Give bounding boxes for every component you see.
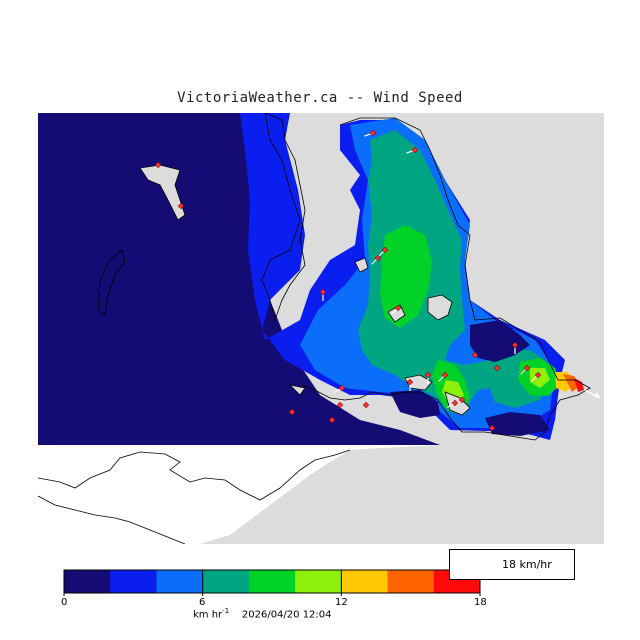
weather-station-marker[interactable] (520, 364, 531, 375)
station-dot (177, 202, 185, 210)
weather-station-marker[interactable] (406, 378, 414, 391)
colorbar-segment (295, 570, 342, 593)
weather-station-marker[interactable] (391, 304, 402, 315)
weather-station-marker[interactable] (378, 246, 389, 257)
station-dot (523, 364, 531, 372)
wind-zone-6-8 (358, 130, 548, 415)
southern-coastline-2 (38, 495, 186, 544)
weather-station-marker[interactable] (531, 371, 542, 382)
station-dot (424, 371, 432, 379)
units-timestamp: km hr-1 2026/04/20 12:04 (193, 607, 332, 620)
island-coastline (261, 113, 306, 322)
wind-zone-0-2 (38, 113, 440, 445)
station-dot (411, 146, 419, 154)
weather-station-marker[interactable] (406, 146, 419, 154)
units-label: km hr (193, 609, 223, 621)
station-dot (406, 378, 414, 386)
weather-station-marker[interactable] (424, 371, 432, 384)
wind-zone-8-10-central (380, 225, 432, 328)
peninsula-coastline (301, 117, 591, 441)
weather-station-marker[interactable] (438, 371, 449, 382)
station-dot (488, 424, 496, 432)
island-central (427, 294, 453, 321)
station-dot (338, 384, 346, 392)
colorbar-segment (202, 570, 250, 593)
weather-station-marker[interactable] (288, 408, 296, 416)
station-dot (288, 408, 296, 416)
colorbar-tick-0: 0 (61, 597, 68, 608)
weather-station-marker[interactable] (177, 202, 185, 210)
wind-zone-0-2-south (390, 390, 440, 418)
small-island-1 (354, 257, 369, 273)
units-exponent: -1 (222, 607, 230, 615)
station-dot (493, 364, 501, 372)
weather-station-marker[interactable] (319, 288, 327, 301)
colorbar-tick-18: 18 (474, 597, 487, 608)
wind-legend: 18 km/hr (449, 549, 575, 580)
weather-station-marker[interactable] (362, 401, 370, 409)
island-north (139, 164, 186, 221)
station-dot (381, 246, 389, 254)
timestamp-gap (229, 609, 242, 620)
weather-station-marker[interactable] (336, 401, 344, 409)
weather-station-marker[interactable] (471, 351, 479, 359)
weather-station-marker[interactable] (511, 341, 519, 354)
station-dot (319, 288, 327, 296)
colorbar-segment (248, 570, 296, 593)
station-dot (374, 254, 382, 262)
small-island-3 (288, 384, 306, 396)
colorbar (63, 569, 481, 596)
southern-coastline (38, 449, 351, 501)
weather-station-marker[interactable] (364, 129, 377, 137)
weather-station-marker[interactable] (371, 254, 382, 265)
colorbar-segment (156, 570, 204, 593)
station-dot (534, 371, 542, 379)
weather-stations (154, 129, 542, 432)
wind-zone-16-18 (574, 378, 584, 392)
colorbar-segment (341, 570, 389, 593)
station-dot (328, 416, 336, 424)
map-title: VictoriaWeather.ca -- Wind Speed (177, 90, 463, 106)
station-dot (362, 401, 370, 409)
legend-speed-label: 18 km/hr (502, 558, 552, 571)
station-dot (154, 161, 162, 169)
station-dot (441, 371, 449, 379)
timestamp: 2026/04/20 12:04 (241, 609, 332, 621)
colorbar-tick-12: 12 (335, 597, 348, 608)
unmasked-area (38, 445, 440, 544)
weather-station-marker[interactable] (333, 384, 346, 394)
colorbar-segment (64, 570, 111, 593)
station-dot (458, 396, 466, 404)
wind-arrow-east-head (594, 392, 600, 398)
weather-station-marker[interactable] (493, 364, 501, 372)
weather-station-marker[interactable] (446, 399, 459, 409)
weather-station-marker[interactable] (328, 416, 336, 424)
station-dot (369, 129, 377, 137)
station-dot (336, 401, 344, 409)
island-west (97, 249, 126, 316)
station-dot (394, 304, 402, 312)
colorbar-segment (110, 570, 157, 593)
colorbar-tick-6: 6 (199, 597, 206, 608)
weather-station-marker[interactable] (154, 161, 162, 169)
station-dot (451, 399, 459, 407)
station-dot (471, 351, 479, 359)
island-south (404, 374, 433, 391)
weather-station-marker[interactable] (488, 424, 496, 432)
station-dot (511, 341, 519, 349)
wind-zone-14-16 (563, 374, 580, 392)
wind-zone-10-12-east (530, 368, 550, 388)
colorbar-segment (387, 570, 435, 593)
wind-zone-0-2-southeast (485, 412, 550, 436)
